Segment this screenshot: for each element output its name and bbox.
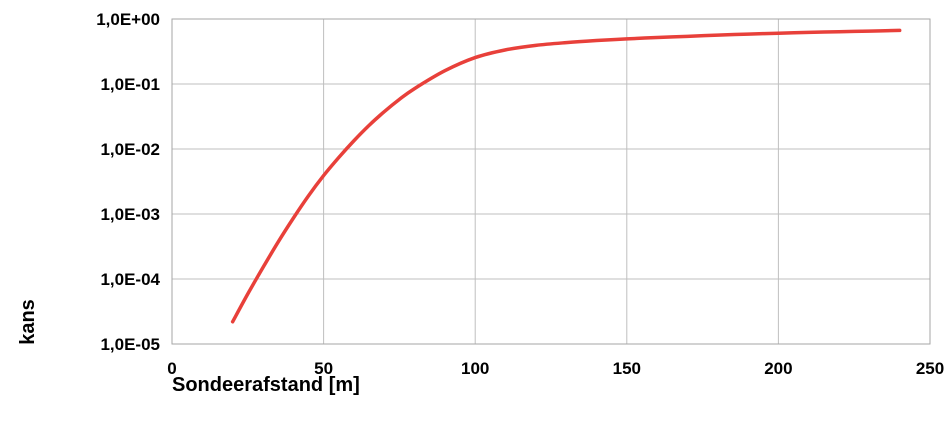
data-point bbox=[338, 156, 340, 158]
y-axis-tick-labels: 1,0E-05 1,0E-04 1,0E-03 1,0E-02 1,0E-01 1,0E+… bbox=[96, 10, 160, 354]
plot-area-border bbox=[171, 18, 931, 345]
series-layer bbox=[230, 28, 902, 324]
data-point bbox=[838, 31, 840, 33]
x-tick-label: 200 bbox=[764, 359, 792, 378]
data-point bbox=[717, 34, 719, 36]
x-axis-title: Sondeerafstand [m] bbox=[172, 374, 360, 396]
series-line bbox=[230, 28, 902, 324]
data-point bbox=[262, 266, 264, 268]
data-point bbox=[808, 31, 810, 33]
data-point bbox=[656, 36, 658, 38]
gridlines bbox=[171, 18, 931, 345]
data-point bbox=[322, 174, 324, 176]
data-point bbox=[231, 321, 233, 323]
x-tick-label: 100 bbox=[461, 359, 489, 378]
data-point bbox=[868, 30, 870, 32]
data-point bbox=[368, 124, 370, 126]
data-point bbox=[747, 33, 749, 35]
data-point bbox=[398, 98, 400, 100]
data-point bbox=[444, 70, 446, 72]
data-point bbox=[383, 110, 385, 112]
data-point bbox=[474, 56, 476, 58]
data-point bbox=[565, 41, 567, 43]
y-tick-label: 1,0E-02 bbox=[100, 140, 160, 159]
data-point bbox=[413, 87, 415, 89]
data-point bbox=[292, 217, 294, 219]
y-axis-title: kans bbox=[17, 299, 39, 345]
data-point bbox=[595, 39, 597, 41]
data-point bbox=[307, 195, 309, 197]
data-point bbox=[504, 49, 506, 51]
x-tick-label: 0 bbox=[167, 359, 176, 378]
y-tick-label: 1,0E-04 bbox=[100, 270, 160, 289]
y-tick-label: 1,0E+00 bbox=[96, 10, 160, 29]
data-point bbox=[626, 38, 628, 40]
y-tick-label: 1,0E-01 bbox=[100, 75, 160, 94]
data-point bbox=[353, 140, 355, 142]
x-tick-label: 50 bbox=[314, 359, 333, 378]
data-point bbox=[898, 29, 900, 31]
x-tick-label: 250 bbox=[916, 359, 944, 378]
x-tick-label: 150 bbox=[613, 359, 641, 378]
x-axis-tick-labels: 0 50 100 150 200 250 bbox=[167, 359, 944, 378]
data-point bbox=[686, 35, 688, 37]
data-point bbox=[535, 44, 537, 46]
y-tick-label: 1,0E-03 bbox=[100, 205, 160, 224]
data-point bbox=[247, 293, 249, 295]
y-tick-label: 1,0E-05 bbox=[100, 335, 160, 354]
data-point bbox=[277, 241, 279, 243]
data-point bbox=[777, 32, 779, 34]
